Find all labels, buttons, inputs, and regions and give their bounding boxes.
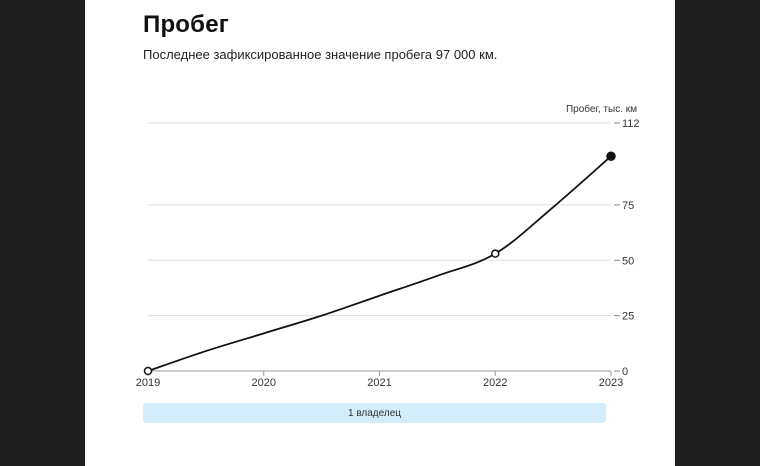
x-tick-label-2020: 2020 [252,377,276,389]
y-tick-label-50: 50 [622,255,634,267]
y-tick-label-25: 25 [622,311,634,323]
mileage-series [147,155,612,372]
mileage-panel: Пробег Последнее зафиксированное значени… [85,0,675,466]
mileage-summary: Последнее зафиксированное значение пробе… [143,47,498,62]
x-tick-label-2022: 2022 [483,377,507,389]
x-tick-label-2023: 2023 [599,377,623,389]
y-axis-label: Пробег, тыс. км [566,103,637,115]
x-tick-label-2019: 2019 [136,377,160,389]
mileage-point-2022 [491,249,500,258]
owners-bar: 1 владелец [143,403,606,423]
mileage-point-2019 [143,366,153,376]
mileage-markers [143,151,616,376]
x-tick-label-2021: 2021 [367,377,391,389]
mileage-point-2023 [606,151,616,161]
page-title: Пробег [143,11,229,38]
y-tick-label-112: 112 [622,118,640,130]
mileage-line-0 [147,155,612,372]
y-tick-label-0: 0 [622,366,628,378]
y-tick-label-75: 75 [622,200,634,212]
owners-label: 1 владелец [347,407,401,419]
chart-axes: 0 25 50 75 112 2019 2020 2021 2022 2023 [136,118,640,389]
chart-grid [148,122,611,317]
mileage-chart: 0 25 50 75 112 2019 2020 2021 2022 2023 Пробег, т… [136,103,640,389]
